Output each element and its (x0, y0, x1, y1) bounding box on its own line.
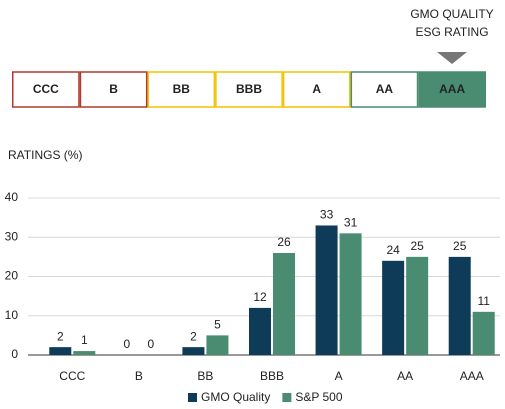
rating-label: AAA (439, 82, 465, 96)
rating-box (12, 71, 80, 108)
legend-swatch (282, 393, 292, 402)
value-label: 12 (253, 290, 267, 304)
bar (339, 233, 362, 355)
rating-box (79, 71, 148, 108)
y-tick-label: 40 (5, 190, 19, 204)
value-label: 31 (344, 215, 358, 229)
rating-box (282, 71, 351, 108)
bar (472, 311, 495, 355)
rating-label: BB (173, 82, 191, 96)
legend-swatch (188, 393, 197, 402)
value-label: 1 (81, 333, 88, 347)
rating-box (350, 71, 419, 108)
value-label: 24 (386, 243, 400, 257)
marker-line: ESG RATING (415, 25, 488, 39)
rating-label: AA (376, 82, 394, 96)
x-tick-label: CCC (59, 369, 85, 383)
chart-title: RATINGS (%) (8, 148, 82, 162)
marker-line: GMO QUALITY (410, 7, 493, 21)
bar (182, 347, 205, 355)
rating-label: BBB (236, 82, 262, 96)
y-tick-label: 30 (5, 229, 19, 243)
rating-box (418, 71, 486, 108)
rating-box (147, 71, 216, 108)
value-label: 11 (477, 294, 490, 308)
legend-label: S&P 500 (295, 390, 342, 404)
value-label: 33 (320, 208, 334, 222)
rating-box (215, 71, 283, 108)
value-label: 25 (453, 239, 467, 253)
value-label: 26 (277, 235, 291, 249)
legend-label: GMO Quality (201, 390, 270, 404)
value-label: 5 (214, 318, 221, 332)
marker-arrow (437, 52, 467, 64)
value-label: 2 (190, 329, 197, 343)
x-tick-label: A (335, 369, 343, 383)
y-tick-label: 20 (5, 269, 19, 283)
bar (406, 256, 429, 355)
rating-label: B (109, 82, 118, 96)
x-tick-label: BB (197, 369, 213, 383)
value-label: 2 (57, 329, 64, 343)
bar (206, 335, 229, 355)
y-tick-label: 0 (11, 347, 18, 361)
bar (249, 307, 271, 355)
bar (73, 351, 96, 355)
rating-label: A (312, 82, 321, 96)
value-label: 25 (410, 239, 424, 253)
value-label: 0 (124, 337, 131, 351)
rating-label: CCC (33, 82, 59, 96)
value-label: 0 (148, 337, 155, 351)
bar (382, 260, 405, 355)
bar (315, 225, 338, 355)
x-tick-label: AAA (460, 369, 484, 383)
x-tick-label: AA (397, 369, 413, 383)
y-tick-label: 10 (5, 308, 19, 322)
bar (49, 347, 72, 355)
bar (273, 252, 295, 355)
x-tick-label: B (135, 369, 143, 383)
x-tick-label: BBB (260, 369, 284, 383)
bar (448, 256, 471, 355)
